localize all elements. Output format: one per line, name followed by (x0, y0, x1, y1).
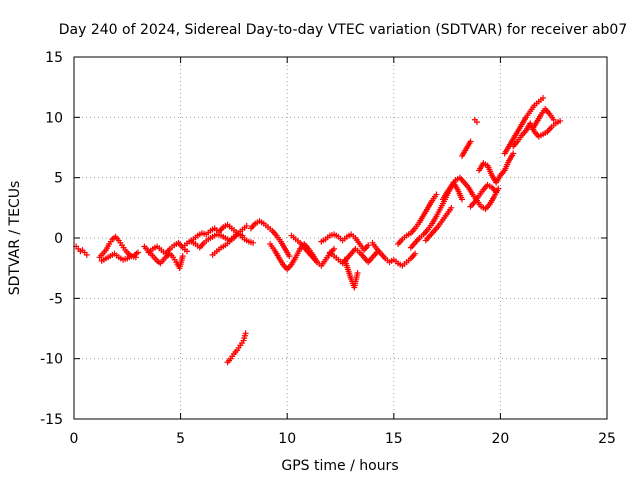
y-tick-label: 15 (45, 50, 63, 66)
y-tick-label: 0 (54, 231, 63, 247)
data-point (510, 150, 517, 157)
y-tick-label: -15 (40, 412, 63, 428)
axis-ticks (73, 56, 608, 420)
data-points (73, 95, 564, 366)
y-tick-label: -10 (40, 352, 63, 368)
data-point (331, 245, 338, 252)
y-tick-labels: -15 -10 -5 0 5 10 15 (40, 50, 63, 428)
data-point (243, 222, 250, 229)
data-point (557, 117, 564, 124)
x-tick-label: 5 (176, 431, 185, 447)
data-point (286, 253, 293, 260)
data-point (540, 95, 547, 102)
data-point (473, 119, 480, 126)
y-axis-label: SDTVAR / TECUs (7, 181, 23, 296)
data-point (448, 204, 455, 211)
data-point (365, 242, 372, 249)
data-point (493, 189, 500, 196)
y-tick-label: -5 (49, 291, 63, 307)
data-point (459, 196, 466, 203)
data-point (550, 116, 557, 123)
x-tick-label: 25 (598, 431, 616, 447)
data-point (83, 251, 90, 258)
data-point (433, 191, 440, 198)
x-tick-label: 0 (70, 431, 79, 447)
x-axis-label: GPS time / hours (281, 458, 398, 474)
x-tick-labels: 0 5 10 15 20 25 (70, 431, 616, 447)
data-point (412, 250, 419, 257)
y-tick-label: 10 (45, 110, 63, 126)
data-point (179, 253, 186, 260)
x-tick-label: 15 (385, 431, 403, 447)
grid-lines (74, 57, 607, 419)
data-point (132, 254, 139, 261)
data-point (239, 232, 246, 239)
data-point (467, 138, 474, 145)
x-tick-label: 20 (491, 431, 509, 447)
data-point (354, 269, 361, 276)
data-point (134, 249, 141, 256)
y-tick-label: 5 (54, 171, 63, 187)
data-point (242, 330, 249, 337)
data-point (250, 239, 257, 246)
data-point (183, 248, 190, 255)
chart-title: Day 240 of 2024, Sidereal Day-to-day VTE… (59, 22, 628, 38)
x-tick-label: 10 (278, 431, 296, 447)
